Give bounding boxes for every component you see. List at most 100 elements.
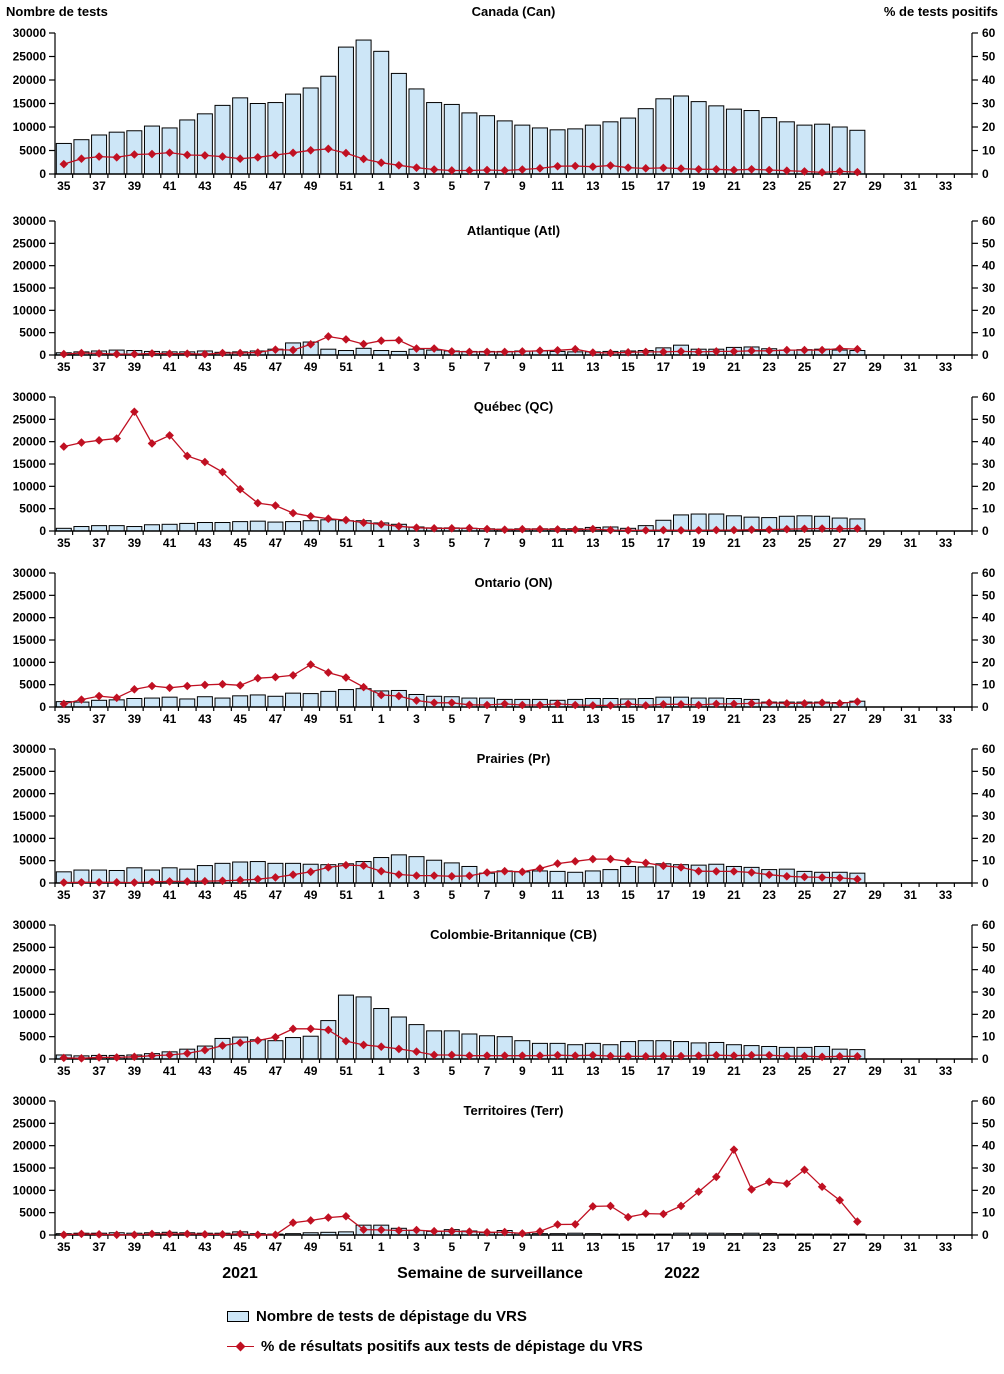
week-tick-label: 25 (798, 712, 812, 726)
pct-positive-point (288, 870, 298, 880)
week-tick-label: 29 (868, 1240, 882, 1254)
right-tick-label: 60 (982, 1094, 996, 1108)
pct-positive-point (271, 501, 280, 510)
pct-positive-point (588, 1202, 598, 1211)
pct-positive-point (465, 523, 474, 533)
pct-positive-point (147, 439, 157, 448)
pct-positive-point (59, 442, 69, 451)
test-bar (479, 115, 496, 175)
week-tick-label: 31 (904, 1064, 918, 1078)
panel-colombie-britannique: Colombie-Britannique (CB) 0 5000 10000 1500… (0, 909, 1004, 1085)
week-tick-label: 17 (657, 1064, 671, 1078)
week-tick-label: 17 (657, 712, 671, 726)
week-tick-label: 21 (727, 179, 741, 193)
left-tick-label: 20000 (13, 435, 47, 449)
tests-bars (55, 854, 866, 884)
week-tick-label: 35 (57, 179, 71, 193)
pct-positive-point (182, 681, 192, 691)
week-tick-label: 5 (448, 536, 455, 550)
test-bar (496, 120, 513, 175)
pct-positive-point (835, 524, 845, 534)
pct-positive-point (112, 1053, 122, 1062)
pct-positive-point (482, 1228, 492, 1237)
pct-positive-point (59, 1053, 69, 1063)
right-tick-label: 30 (982, 1161, 996, 1175)
week-tick-label: 13 (586, 536, 600, 550)
pct-positive-point (147, 149, 157, 159)
left-tick-label: 5000 (19, 326, 46, 340)
week-tick-label: 47 (269, 360, 283, 374)
right-tick-label: 50 (982, 940, 996, 954)
pct-positive-point (747, 868, 756, 877)
week-tick-label: 35 (57, 360, 71, 374)
left-tick-label: 5000 (19, 678, 46, 692)
pct-positive-point (394, 691, 404, 701)
week-tick-label: 27 (833, 1240, 847, 1254)
left-tick-label: 0 (39, 1052, 46, 1066)
pct-positive-point (570, 1051, 580, 1060)
left-tick-label: 20000 (13, 1139, 47, 1153)
left-tick-label: 30000 (13, 566, 47, 580)
pct-positive-markers (59, 144, 862, 177)
week-tick-label: 1 (378, 1064, 385, 1078)
pct-positive-point (112, 153, 122, 162)
week-tick-label: 15 (621, 1240, 635, 1254)
pct-positive-point (394, 870, 404, 879)
left-tick-label: 10000 (13, 303, 47, 317)
week-tick-label: 49 (304, 888, 318, 902)
pct-positive-point (147, 349, 157, 358)
week-tick-label: 39 (128, 1240, 142, 1254)
pct-positive-point (729, 525, 739, 535)
pct-positive-point (729, 1145, 739, 1154)
pct-positive-point (447, 166, 457, 175)
week-tick-label: 19 (692, 360, 706, 374)
test-bar (285, 1037, 302, 1060)
pct-positive-point (676, 863, 686, 872)
pct-positive-point (588, 348, 598, 357)
pct-positive-point (588, 162, 598, 172)
pct-positive-point (376, 1042, 386, 1052)
test-bar (143, 524, 160, 532)
pct-positive-point (694, 165, 703, 174)
week-tick-label: 47 (269, 888, 283, 902)
week-tick-label: 11 (551, 536, 564, 550)
pct-positive-point (835, 1052, 845, 1061)
pct-positive-point (482, 1051, 492, 1060)
test-bar (355, 688, 372, 708)
left-tick-label: 5000 (19, 854, 46, 868)
week-tick-label: 13 (586, 888, 600, 902)
week-tick-label: 29 (868, 536, 882, 550)
pct-positive-point (429, 344, 439, 353)
week-tick-label: 1 (378, 1240, 385, 1254)
right-tick-label: 50 (982, 588, 996, 602)
legend-item-tests: Nombre de tests de dépistage du VRS (227, 1301, 1004, 1331)
pct-positive-point (782, 699, 792, 708)
colombie-britannique-chart: 0 5000 10000 15000 20000 25000 30000 0 10 20 30 40 5… (13, 918, 996, 1078)
test-bar (214, 522, 231, 532)
pct-positive-point (94, 152, 104, 161)
pct-positive-point (817, 524, 827, 533)
week-tick-label: 7 (484, 360, 491, 374)
pct-positive-point (623, 1052, 633, 1061)
left-tick-label: 10000 (13, 120, 47, 134)
left-tick-label: 0 (39, 700, 46, 714)
pct-positive-point (747, 165, 756, 174)
pct-positive-point (782, 345, 792, 355)
week-tick-label: 29 (868, 179, 882, 193)
week-tick-label: 9 (519, 712, 526, 726)
right-tick-label: 30 (982, 985, 996, 999)
pct-positive-point (200, 680, 210, 690)
pct-positive-point (394, 161, 404, 170)
week-tick-label: 5 (448, 1240, 455, 1254)
right-tick-label: 20 (982, 1183, 996, 1197)
week-tick-label: 31 (904, 888, 918, 902)
pct-positive-point (359, 861, 368, 870)
pct-positive-point (94, 436, 104, 445)
pct-positive-point (412, 163, 421, 172)
week-tick-label: 3 (413, 536, 420, 550)
pct-positive-point (306, 1024, 316, 1034)
test-bar (267, 1040, 284, 1060)
week-tick-label: 15 (621, 888, 635, 902)
week-tick-label: 43 (198, 360, 212, 374)
